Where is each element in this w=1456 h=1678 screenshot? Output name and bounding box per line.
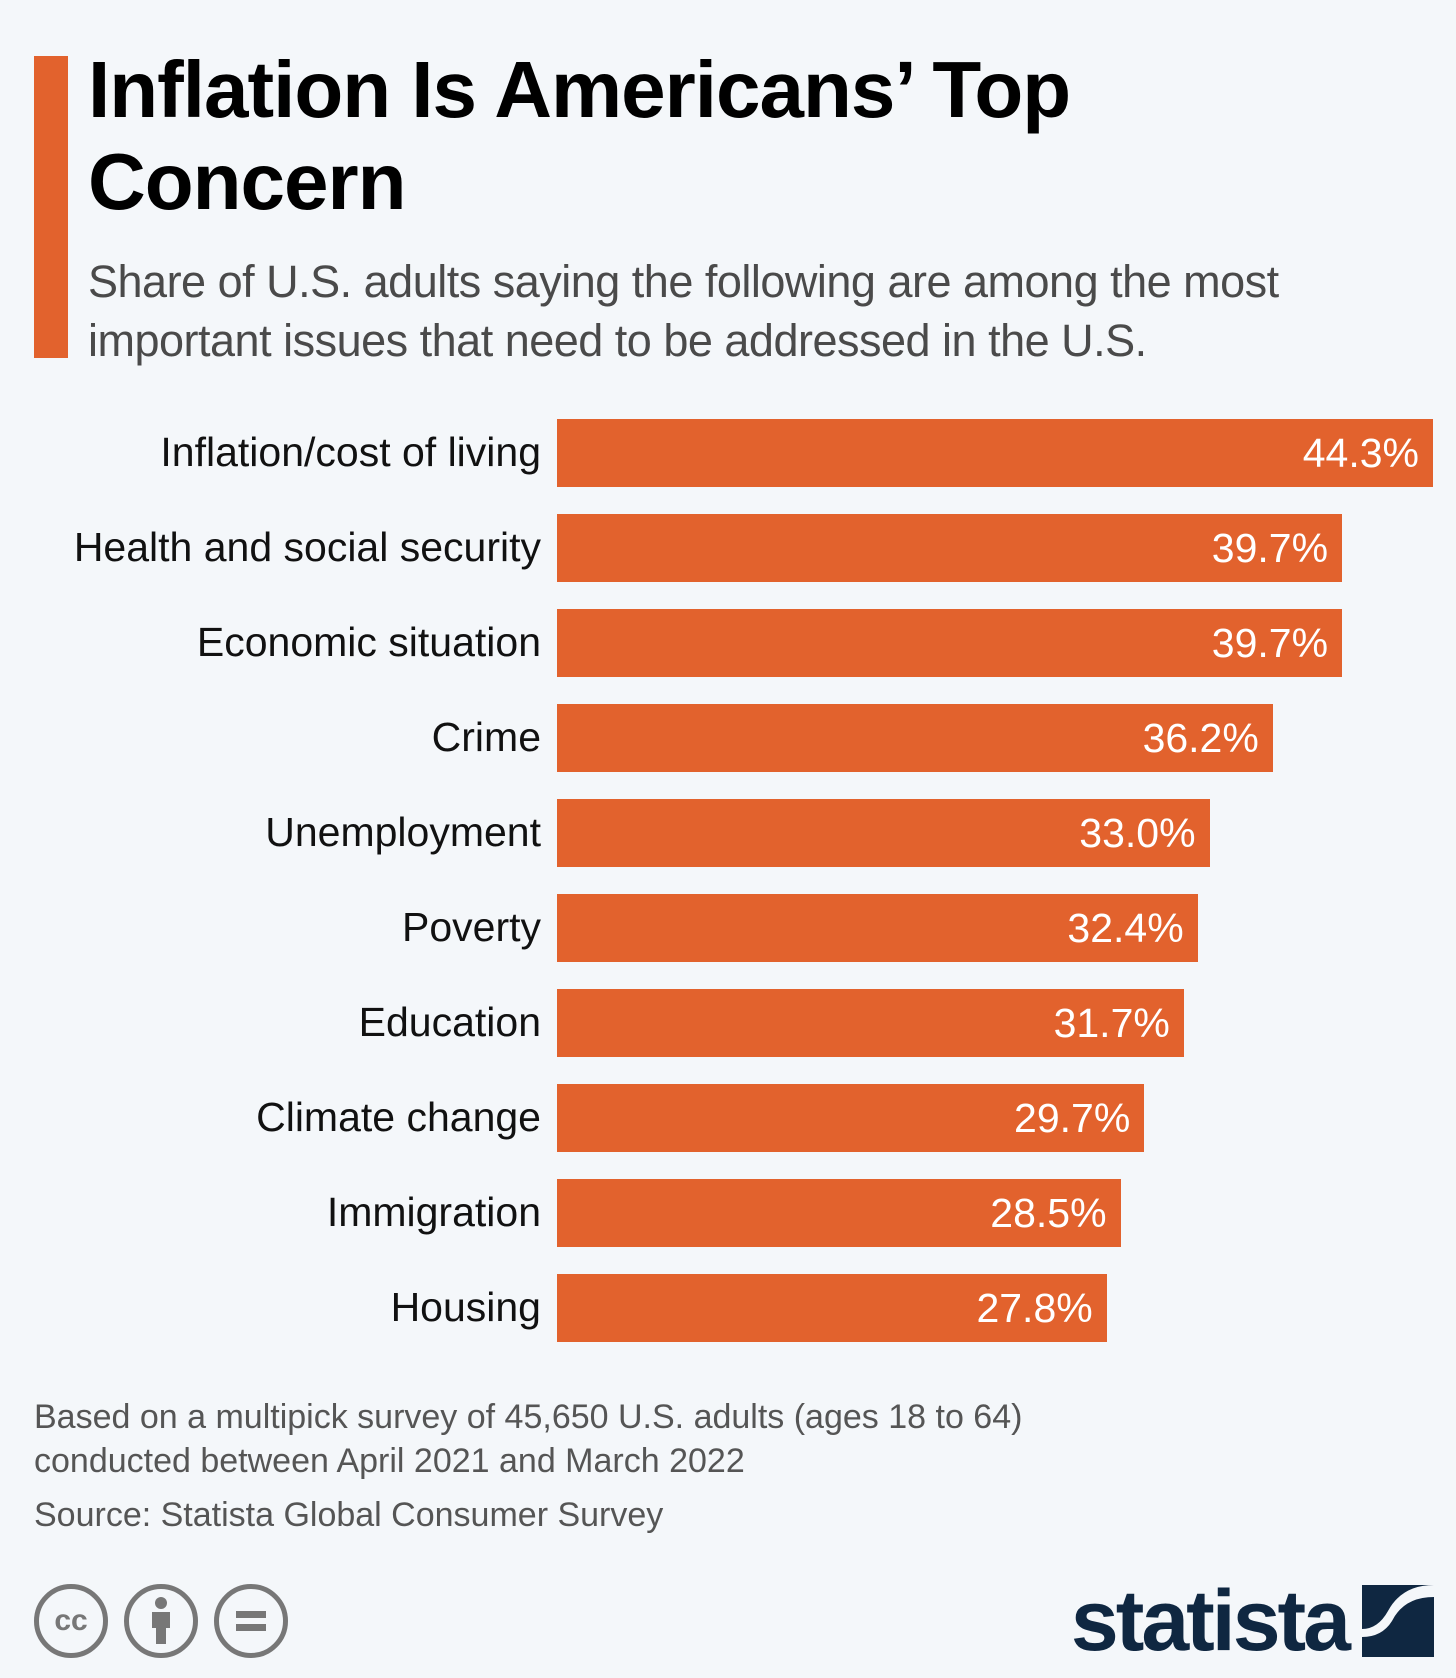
category-label: Unemployment bbox=[265, 809, 541, 855]
category-label: Education bbox=[358, 999, 541, 1045]
value-label: 44.3% bbox=[1302, 430, 1419, 476]
bar: 28.5% bbox=[557, 1179, 1121, 1247]
category-label: Economic situation bbox=[196, 619, 541, 665]
category-label: Crime bbox=[431, 714, 541, 760]
bar: 39.7% bbox=[557, 609, 1343, 677]
value-label: 39.7% bbox=[1211, 525, 1329, 571]
bar: 27.8% bbox=[557, 1274, 1107, 1342]
value-label: 29.7% bbox=[1014, 1095, 1131, 1141]
bar: 31.7% bbox=[557, 989, 1184, 1057]
survey-note-line2: conducted between April 2021 and March 2… bbox=[34, 1442, 745, 1480]
bar: 36.2% bbox=[557, 704, 1273, 772]
category-label: Housing bbox=[390, 1284, 541, 1330]
value-label: 32.4% bbox=[1067, 905, 1184, 951]
value-label: 31.7% bbox=[1053, 1000, 1170, 1046]
category-label: Immigration bbox=[326, 1189, 541, 1235]
value-label: 27.8% bbox=[976, 1285, 1093, 1331]
value-label: 36.2% bbox=[1142, 715, 1259, 761]
statista-logo-text: statista bbox=[1070, 1573, 1351, 1669]
category-label: Inflation/cost of living bbox=[160, 429, 541, 475]
statista-logo-mark-icon bbox=[1362, 1585, 1434, 1657]
bar: 44.3% bbox=[557, 419, 1433, 487]
value-label: 28.5% bbox=[990, 1190, 1107, 1236]
statista-logo: statista bbox=[1071, 1578, 1434, 1664]
category-label: Climate change bbox=[256, 1094, 541, 1140]
cc-icon: cc bbox=[34, 1584, 108, 1658]
value-label: 39.7% bbox=[1211, 620, 1329, 666]
value-label: 33.0% bbox=[1079, 810, 1196, 856]
category-label: Health and social security bbox=[73, 524, 541, 570]
survey-note-line1: Based on a multipick survey of 45,650 U.… bbox=[34, 1398, 1023, 1436]
bar: 39.7% bbox=[557, 514, 1343, 582]
category-label: Poverty bbox=[402, 904, 541, 950]
bar: 29.7% bbox=[557, 1084, 1145, 1152]
title-accent-bar bbox=[34, 56, 68, 358]
chart-subtitle: Share of U.S. adults saying the followin… bbox=[88, 256, 1279, 366]
no-derivatives-icon bbox=[214, 1584, 288, 1658]
cc-icon-text: cc bbox=[54, 1604, 88, 1637]
chart-title: Inflation Is Americans’ Top Concern bbox=[88, 45, 1071, 226]
bar: 33.0% bbox=[557, 799, 1210, 867]
attribution-icon bbox=[124, 1584, 198, 1658]
bar: 32.4% bbox=[557, 894, 1198, 962]
source-note: Source: Statista Global Consumer Survey bbox=[34, 1496, 664, 1534]
